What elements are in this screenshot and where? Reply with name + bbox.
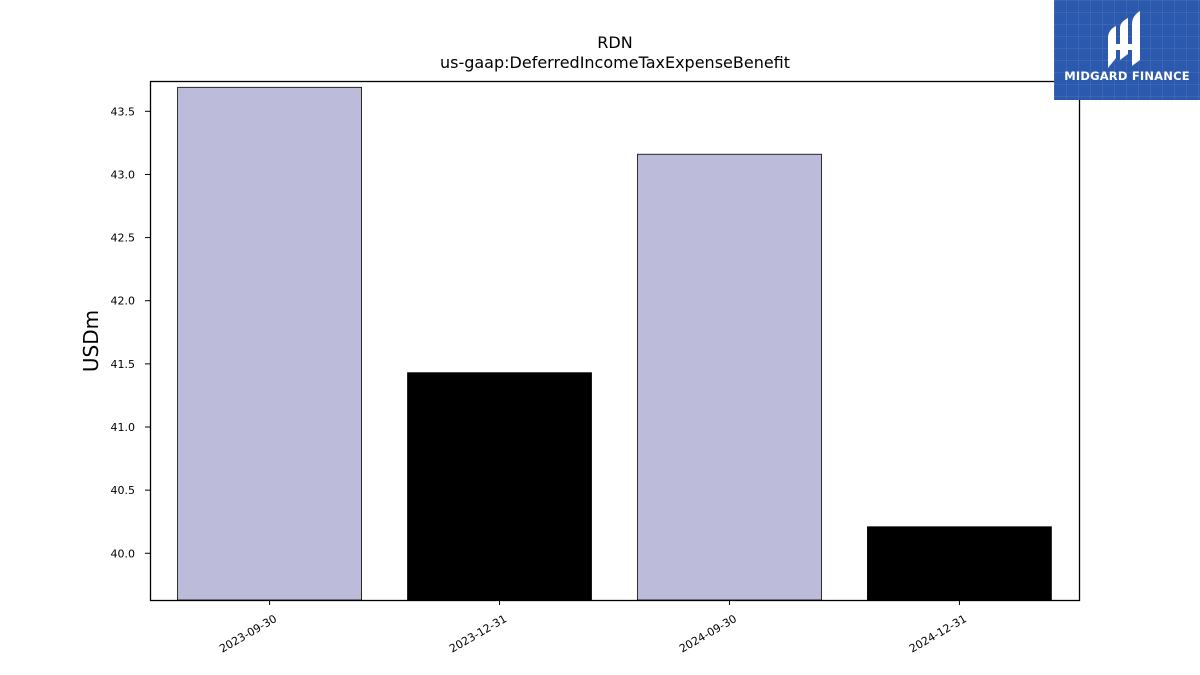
chart-subtitle: us-gaap:DeferredIncomeTaxExpenseBenefit	[440, 53, 790, 72]
x-tick-label: 2024-09-30	[677, 612, 739, 655]
logo-text: MIDGARD FINANCE	[1064, 69, 1190, 83]
x-tick-label: 2023-09-30	[217, 612, 279, 655]
midgard-finance-logo: MIDGARD FINANCE	[1054, 0, 1200, 100]
bar-2024-09-30	[637, 153, 822, 601]
y-tick-label: 43.0	[111, 168, 136, 181]
bars-group	[177, 86, 1052, 601]
y-tick-label: 41.0	[111, 421, 136, 434]
bar-2023-09-30	[177, 86, 362, 601]
x-tick-label: 2023-12-31	[447, 612, 509, 655]
y-tick-label: 42.5	[111, 232, 136, 245]
chart-title: RDN	[597, 33, 632, 52]
y-tick-label: 42.0	[111, 295, 136, 308]
y-axis-ticks: 40.0 40.5 41.0 41.5 42.0 42.5 43.0 43.5	[111, 105, 150, 560]
midgard-logo-icon	[1108, 11, 1140, 68]
y-tick-label: 40.0	[111, 547, 136, 560]
plot-frame	[149, 80, 1081, 602]
x-tick-label: 2024-12-31	[907, 612, 969, 655]
bar-2024-12-31	[867, 526, 1052, 601]
y-axis-label: USDm	[79, 310, 103, 372]
y-tick-label: 40.5	[111, 484, 136, 497]
y-tick-label: 41.5	[111, 358, 136, 371]
bar-2023-12-31	[407, 372, 592, 601]
y-tick-label: 43.5	[111, 105, 136, 118]
x-axis-ticks: 2023-09-30 2023-12-31 2024-09-30 2024-12-31	[217, 600, 969, 655]
